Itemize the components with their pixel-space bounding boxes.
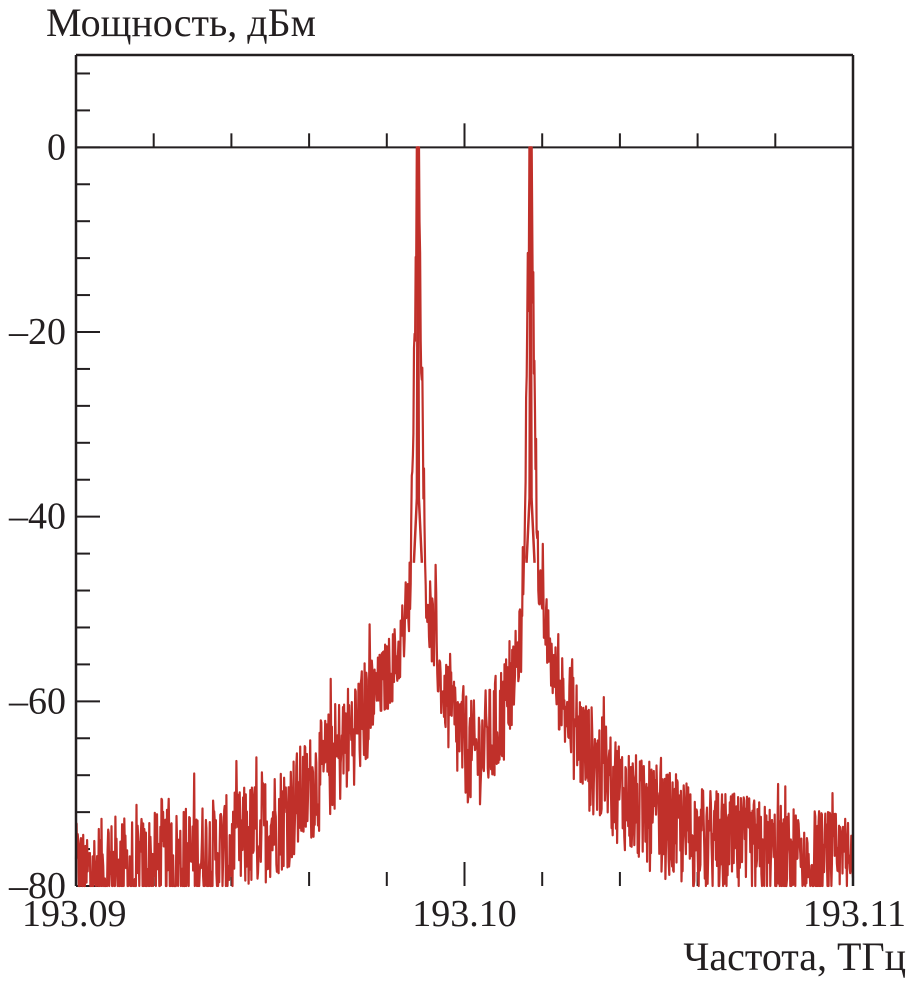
y-tick-label: –60 (8, 680, 66, 722)
axes (76, 72, 853, 887)
x-tick-label: 193.09 (22, 893, 127, 935)
y-tick-label: –20 (8, 311, 66, 353)
y-tick-label: –80 (8, 865, 66, 907)
y-tick-label: 0 (47, 126, 66, 168)
y-tick-label: –40 (8, 496, 66, 538)
x-tick-label: 193.11 (803, 893, 906, 935)
x-axis-title: Частота, ТГц (683, 934, 906, 979)
carrier-peak-1 (412, 147, 424, 563)
series-layer (74, 146, 855, 888)
x-tick-label: 193.10 (412, 893, 517, 935)
plot-frame (74, 53, 855, 886)
y-axis-title: Мощность, дБм (46, 0, 316, 45)
spectrum-trace (74, 146, 855, 888)
carrier-peak-2 (525, 147, 536, 563)
